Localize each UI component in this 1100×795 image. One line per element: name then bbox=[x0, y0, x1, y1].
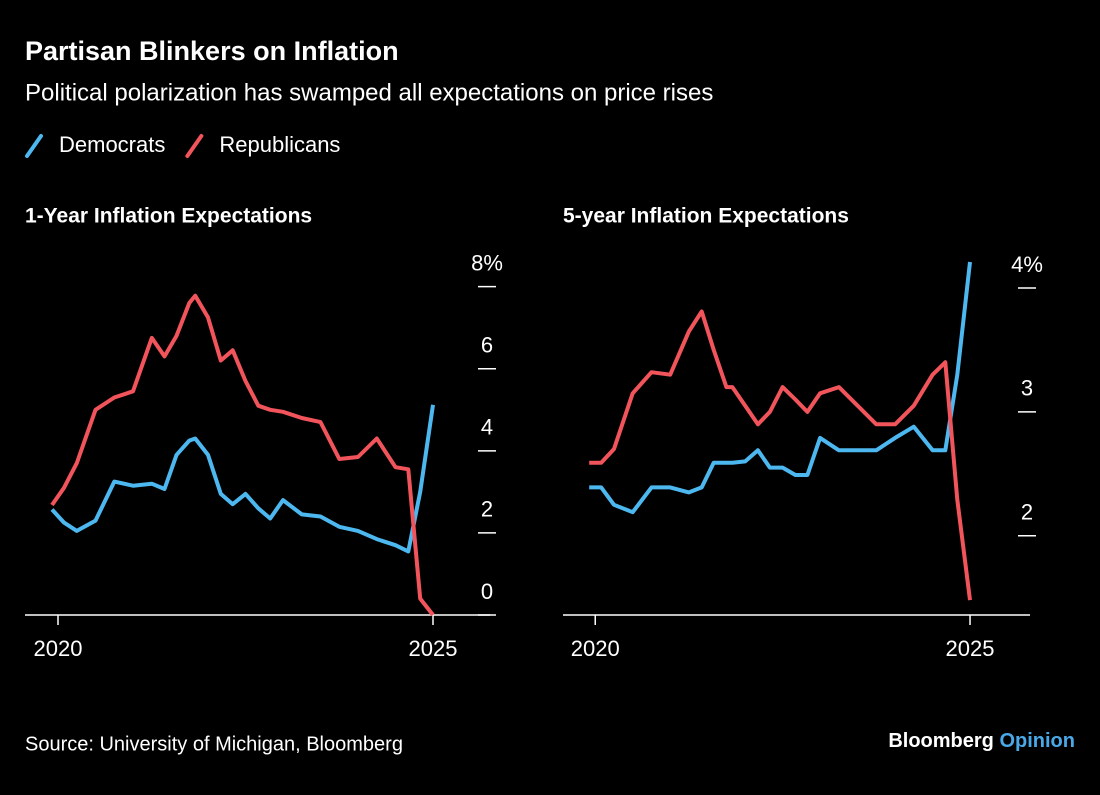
brand: Bloomberg Opinion bbox=[888, 730, 1075, 752]
y-tick-label: 6 bbox=[481, 333, 493, 358]
y-tick-label: 0 bbox=[481, 579, 493, 604]
brand-name: Bloomberg bbox=[888, 730, 994, 752]
x-tick-label: 2025 bbox=[946, 636, 995, 661]
panel-title: 5-year Inflation Expectations bbox=[563, 205, 849, 228]
series-line bbox=[589, 261, 972, 515]
x-tick-label: 2020 bbox=[34, 636, 83, 661]
source: Source: University of Michigan, Bloomber… bbox=[25, 733, 403, 755]
x-tick-label: 2020 bbox=[571, 636, 620, 661]
title: Partisan Blinkers on Inflation bbox=[25, 36, 399, 66]
series-line bbox=[50, 293, 435, 617]
y-tick-label: 2 bbox=[481, 497, 493, 522]
x-tick-label: 2025 bbox=[409, 636, 458, 661]
series-line bbox=[50, 404, 435, 554]
y-tick-label: 4% bbox=[1011, 252, 1043, 277]
panel-title: 1-Year Inflation Expectations bbox=[25, 205, 312, 228]
y-tick-label: 4 bbox=[481, 415, 493, 440]
y-tick-label: 3 bbox=[1021, 376, 1033, 401]
brand-product: Opinion bbox=[999, 730, 1075, 752]
subtitle: Political polarization has swamped all e… bbox=[25, 79, 713, 106]
y-tick-label: 8% bbox=[471, 250, 503, 275]
legend-swatch bbox=[25, 134, 43, 158]
legend-label: Democrats bbox=[59, 132, 165, 157]
legend-label: Republicans bbox=[219, 132, 340, 157]
series-line bbox=[589, 309, 972, 601]
legend-swatch bbox=[185, 134, 204, 158]
y-tick-label: 2 bbox=[1021, 500, 1033, 525]
